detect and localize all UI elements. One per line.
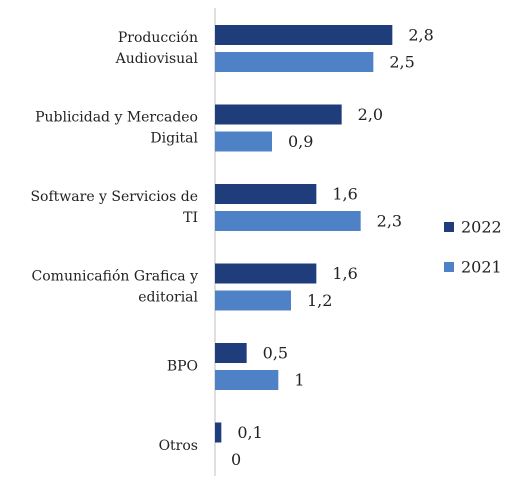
- bar: [215, 104, 342, 125]
- category-label: Producción Audiovisual: [115, 30, 199, 67]
- value-label: 1,6: [332, 185, 357, 204]
- bar: [215, 343, 247, 363]
- bar: [215, 131, 272, 152]
- bar: [215, 25, 393, 45]
- value-label: 2,5: [389, 53, 414, 72]
- category-label: Publicidad y Mercadeo Digital: [35, 110, 198, 147]
- value-label: 2,8: [408, 26, 433, 45]
- value-label: 0,1: [237, 423, 262, 442]
- value-label: 0,9: [288, 132, 313, 151]
- bar: [215, 370, 279, 390]
- category-label: Software y Servicios de TI: [30, 189, 198, 226]
- bar: [215, 52, 374, 72]
- value-label: 0,5: [263, 344, 288, 363]
- bar: [215, 290, 291, 311]
- category-label: Otros: [159, 438, 198, 454]
- value-label: 2,0: [358, 105, 383, 124]
- category-label: Comunicafión Grafica y editorial: [32, 269, 199, 306]
- legend-label: 2021: [461, 258, 502, 277]
- value-label: 2,3: [377, 212, 402, 231]
- legend-swatch: [444, 262, 454, 272]
- category-label: BPO: [167, 359, 198, 375]
- bar: [215, 211, 361, 231]
- bar: [215, 184, 317, 204]
- bar: [215, 422, 222, 443]
- value-label: 1,6: [332, 264, 357, 283]
- value-label: 1,2: [307, 291, 332, 310]
- value-label: 0: [231, 450, 241, 469]
- value-label: 1: [294, 371, 304, 390]
- legend-label: 2022: [461, 218, 502, 237]
- bar: [215, 263, 317, 284]
- legend-swatch: [444, 222, 454, 232]
